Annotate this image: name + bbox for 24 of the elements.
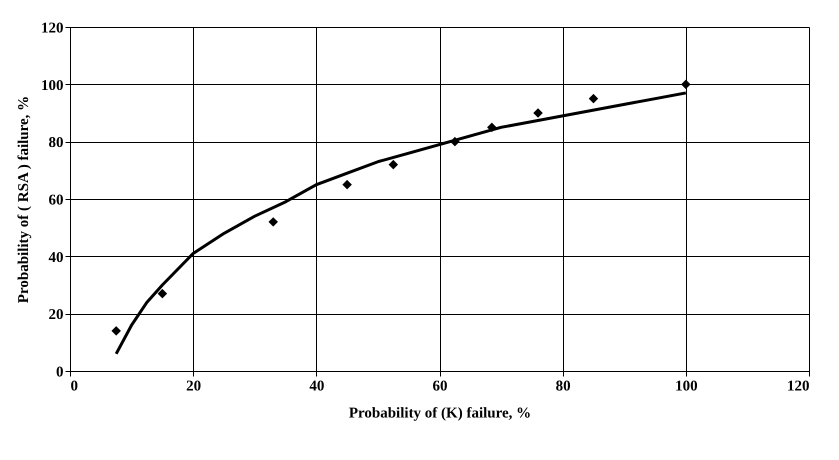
x-tick-label: 20 [186, 378, 202, 394]
point [533, 108, 543, 118]
y-tick-label: 80 [48, 135, 64, 152]
y-tick-label: 40 [48, 250, 64, 266]
point [111, 326, 121, 336]
x-axis-title: Probability of (K) failure, % [348, 406, 532, 422]
y-tick-label: 60 [48, 192, 64, 208]
point [388, 160, 398, 170]
x-tick-label: 100 [675, 378, 698, 394]
x-tick-label: 40 [309, 378, 324, 394]
point [268, 217, 278, 227]
y-tick-label: 120 [41, 20, 64, 36]
point [342, 180, 352, 190]
y-tick-label: 20 [48, 307, 64, 324]
y-tick-label: 100 [41, 78, 64, 94]
x-tick-label: 80 [556, 378, 571, 394]
y-axis-title: Probability of ( RSA ) failure, % [16, 96, 32, 304]
point [158, 288, 168, 298]
point [588, 94, 598, 104]
point [681, 80, 691, 90]
x-tick-label: 120 [787, 378, 810, 394]
x-tick-label: 0 [70, 378, 78, 394]
y-tick-label: 0 [56, 364, 64, 380]
x-tick-label: 60 [432, 378, 448, 394]
